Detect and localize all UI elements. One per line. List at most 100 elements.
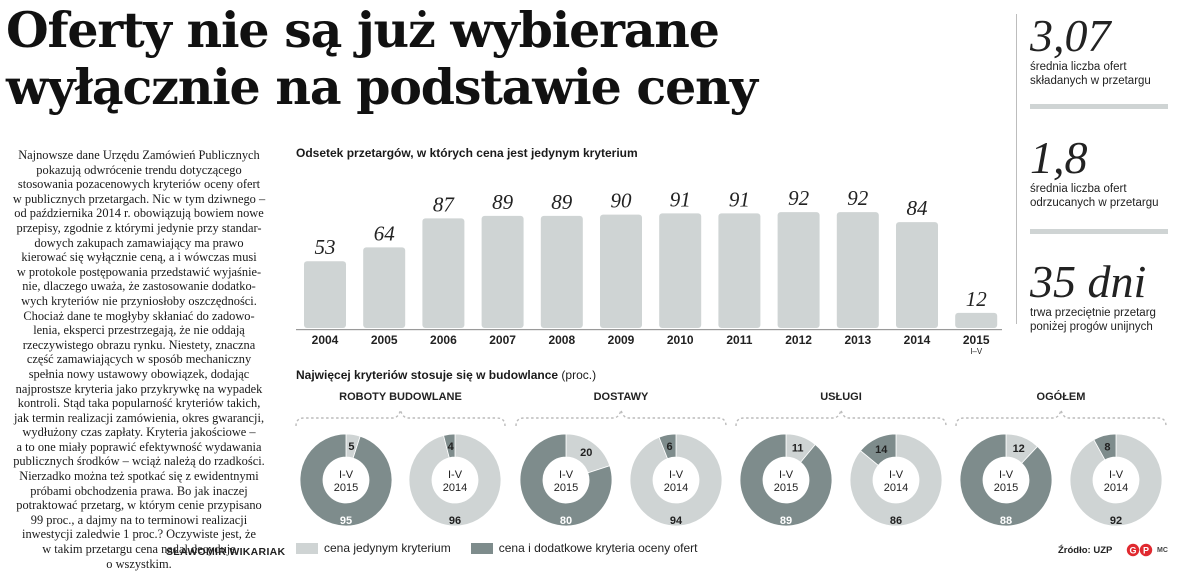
bar — [777, 212, 820, 328]
bar-value-label: 91 — [670, 187, 691, 211]
donut-period-label: I-V — [448, 469, 463, 481]
donut-slice — [519, 433, 613, 527]
donut-slice — [1093, 433, 1117, 461]
x-tick-label: 2005 — [371, 333, 398, 347]
article-paragraph: Najnowsze dane Urzędu Zamówień Publiczny… — [6, 148, 272, 309]
donut-year-label: 2015 — [554, 482, 578, 494]
bar-value-label: 64 — [374, 221, 396, 245]
donut-slice — [1069, 433, 1163, 527]
article-line: nie, dlaczego uważa, że zastosowanie dod… — [22, 279, 256, 294]
x-tick-label: 2013 — [844, 333, 871, 347]
donut-value-label: 4 — [448, 441, 455, 453]
article-line: w protokole postępowania przedstawić wyj… — [16, 264, 262, 279]
svg-text:G: G — [1129, 545, 1136, 555]
donut-slice — [443, 433, 456, 459]
bar — [481, 215, 524, 328]
bar-chart-title: Odsetek przetargów, w których cena jest … — [296, 146, 638, 160]
group-brace — [955, 409, 1167, 427]
donut-value-label: 88 — [1000, 515, 1012, 527]
stat-separator — [1030, 104, 1168, 109]
bar-value-label: 87 — [433, 192, 456, 216]
stat-desc-line-2: składanych w przetargu — [1030, 75, 1151, 87]
bar-value-label: 90 — [611, 189, 633, 213]
donut-group-label: DOSTAWY — [594, 391, 649, 403]
article-line: o wszystkim. — [106, 556, 172, 571]
donut-period-label: I-V — [1109, 469, 1124, 481]
stat-desc-line-2: poniżej progów unijnych — [1030, 321, 1153, 333]
stat-value: 1,8 — [1030, 132, 1088, 183]
donut-legend: cena jedynym kryterium cena i dodatkowe … — [296, 541, 718, 555]
article-line: Nierzadko można też spotkać się z ewiden… — [19, 469, 259, 484]
article-line: kontroli. Stąd taka popularność kryterió… — [17, 396, 261, 411]
donut-value-label: 89 — [780, 515, 792, 527]
donut-slice — [629, 433, 723, 527]
bar-value-label: 92 — [847, 186, 869, 210]
bar — [836, 212, 879, 328]
donut-value-label: 20 — [580, 447, 592, 459]
group-brace — [735, 409, 947, 427]
article-line: wych kryteriów nie przyniosłoby oszczędn… — [21, 293, 257, 308]
bar — [363, 247, 406, 328]
article-line: pokazują odwrócenie trendu dotyczącego — [36, 162, 242, 177]
donut-group-label: USŁUGI — [820, 391, 862, 403]
stat-desc-line-1: średnia liczba ofert — [1030, 183, 1127, 195]
bar-value-label: 92 — [788, 186, 810, 210]
article-line: w publicznych przetargach. Nic w tym dzi… — [12, 191, 266, 206]
stats-divider — [1016, 14, 1017, 324]
article-line: przepisy, zgodnie z którymi jedynie przy… — [16, 220, 262, 235]
article-line: część zamawiających w sposób mechaniczny — [26, 352, 252, 367]
x-tick-sublabel: I–V — [970, 347, 983, 356]
x-tick-label: 2006 — [430, 333, 457, 347]
source-note: Źródło: UZP — [1058, 545, 1113, 556]
stat-desc-line-1: średnia liczba ofert — [1030, 61, 1127, 73]
bar-value-label: 89 — [492, 190, 513, 214]
bar — [600, 214, 642, 328]
donut-chart-title-bold: Najwięcej kryteriów stosuje się w budowl… — [296, 368, 559, 382]
donut-year-label: 2014 — [884, 482, 908, 494]
donut-year-label: 2014 — [443, 482, 467, 494]
article-paragraph: Chociaż dane te mogłyby skłaniać do zado… — [6, 309, 272, 470]
donut-slice — [849, 433, 943, 527]
article-line: a to one miały poprawić efektywność wyda… — [16, 439, 262, 454]
stat-tender-duration: 35 dni trwa przeciętnie przetarg poniżej… — [1030, 256, 1190, 334]
bar — [955, 312, 998, 328]
donut-period-label: I-V — [339, 469, 354, 481]
donut-period-label: I-V — [559, 469, 574, 481]
article-line: od października 2014 r. obowiązują bowie… — [14, 206, 264, 221]
donut-value-label: 14 — [875, 444, 888, 456]
donut-value-label: 11 — [792, 443, 804, 455]
bar-value-label: 84 — [907, 196, 929, 220]
donut-value-label: 80 — [560, 515, 572, 527]
x-tick-label: 2009 — [608, 333, 635, 347]
article-line: kierować się wyłącznie ceną, a i wówczas… — [21, 250, 257, 265]
article-line: dowych zakupach zamawiający ma prawo — [34, 235, 244, 250]
x-tick-label: 2011 — [726, 333, 752, 347]
donut-group-label: ROBOTY BUDOWLANE — [339, 391, 462, 403]
article-line: próbami obchodzenia prawa. Bo jak inacze… — [30, 483, 248, 498]
bar — [422, 218, 465, 328]
article-line: Chociaż dane te mogłyby skłaniać do zado… — [23, 308, 255, 323]
svg-text:P: P — [1143, 545, 1149, 555]
donut-value-label: 86 — [890, 515, 902, 527]
donut-value-label: 6 — [666, 441, 672, 453]
stat-desc-line-2: odrzucanych w przetargu — [1030, 197, 1159, 209]
x-tick-label: 2012 — [785, 333, 812, 347]
publisher-logo: G P — [1126, 543, 1153, 557]
donut-slice — [658, 433, 677, 460]
x-axis-line — [296, 329, 1002, 331]
donut-slice — [408, 433, 502, 527]
article-line: 99 proc., a dajmy na to terminowi realiz… — [30, 512, 248, 527]
donut-value-label: 94 — [670, 515, 683, 527]
article-line: potraktować przetarg, w którym cenie prz… — [16, 498, 262, 513]
stat-value: 35 dni — [1030, 256, 1147, 307]
bar-value-label: 12 — [966, 287, 988, 311]
stat-avg-offers: 3,07 średnia liczba ofert składanych w p… — [1030, 13, 1190, 88]
headline-line-1: Oferty nie są już wybierane — [6, 1, 720, 59]
legend-label: cena i dodatkowe kryteria oceny ofert — [498, 541, 698, 555]
bar-value-label: 89 — [551, 190, 573, 214]
x-tick-label: 2007 — [489, 333, 516, 347]
donut-year-label: 2015 — [334, 482, 358, 494]
donut-value-label: 12 — [1013, 443, 1025, 455]
article-line: w takim przetargu cena nadal decyduje — [42, 542, 236, 557]
article-line: wydłużony czas zapłaty. Kryteria jakości… — [22, 425, 256, 440]
